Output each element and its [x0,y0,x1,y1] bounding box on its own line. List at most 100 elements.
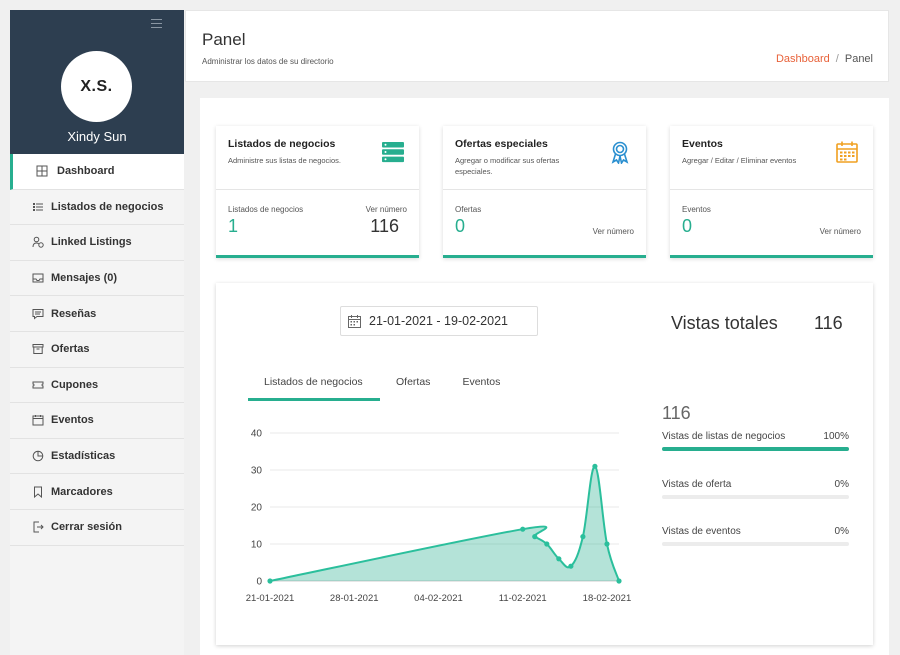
data-point [580,534,586,540]
total-views-label: Vistas totales [671,313,778,333]
side-total-value: 116 [662,403,691,423]
user-link-icon [32,236,44,249]
logout-icon [32,521,44,533]
sidebar-item-label: Mensajes (0) [51,272,118,285]
main-content: Listados de negocios Administre sus list… [200,98,889,655]
calendar-icon [32,414,44,426]
card-listados: Listados de negocios Administre sus list… [216,126,419,258]
pie-chart-icon [32,450,44,462]
sidebar-item-linked-listings[interactable]: Linked Listings [10,225,184,261]
progress-track [662,495,849,499]
sidebar-item-dashboard[interactable]: Dashboard [10,154,184,190]
data-point [604,541,610,547]
sidebar-item-label: Reseñas [51,307,97,320]
data-point [520,526,526,532]
card-description: Agregar o modificar sus ofertas especial… [455,156,560,176]
card-view-number-label[interactable]: Ver número [365,205,407,214]
award-icon [608,140,632,166]
card-view-number-link[interactable]: Ver número [819,227,861,236]
sidebar-item-estadisticas[interactable]: Estadísticas [10,438,184,475]
sidebar-item-label: Cupones [51,378,99,391]
sidebar-item-label: Dashboard [57,165,115,178]
card-title: Listados de negocios [228,138,336,150]
bar-percent: 100% [823,431,849,442]
data-point [532,534,538,540]
card-stat-value: 1 [228,216,239,236]
sidebar-item-listados[interactable]: Listados de negocios [10,189,184,226]
breadcrumb: Dashboard / Panel [776,53,873,65]
archive-icon [32,343,44,355]
bar-row-eventos: Vistas de eventos 0% [662,526,849,546]
y-tick-label: 10 [251,540,263,551]
sidebar-item-label: Ofertas [51,343,90,356]
page-title: Panel [202,30,246,49]
grid-icon [36,165,48,177]
statistics-panel: 21-01-2021 - 19-02-2021 Vistas totales 1… [216,283,873,645]
data-point [544,541,550,547]
card-eventos: Eventos Agregar / Editar / Eliminar even… [670,126,873,258]
progress-fill [662,447,849,451]
total-views-value: 116 [814,313,843,333]
sidebar-item-eventos[interactable]: Eventos [10,403,184,439]
bar-label: Vistas de listas de negocios [662,431,786,442]
views-area-chart: 0 10 20 30 40 21-01-2021 28-01-2021 04-02-2021 1… [246,429,632,605]
sidebar-item-label: Cerrar sesión [51,521,122,534]
data-point [556,556,562,562]
profile-header: X.S. Xindy Sun [10,10,184,154]
card-ofertas: Ofertas especiales Agregar o modificar s… [443,126,646,258]
y-tick-label: 30 [251,466,263,477]
date-range-value: 21-01-2021 - 19-02-2021 [369,314,508,328]
ticket-icon [32,379,44,391]
tab-listados[interactable]: Listados de negocios [248,375,380,401]
username: Xindy Sun [67,129,127,144]
sidebar-item-label: Marcadores [51,485,113,498]
page-subtitle: Administrar los datos de su directorio [202,57,334,66]
data-point [616,578,622,584]
sidebar-item-cupones[interactable]: Cupones [10,367,184,404]
calendar-icon [835,140,859,164]
stats-tabs: Listados de negocios Ofertas Eventos [248,375,516,401]
x-tick-label: 21-01-2021 [246,593,295,604]
sidebar-item-label: Eventos [51,414,94,427]
calendar-icon [348,314,361,328]
bar-percent: 0% [834,479,849,490]
sidebar-item-label: Linked Listings [51,236,132,249]
sidebar-item-resenas[interactable]: Reseñas [10,296,184,332]
card-description: Agregar / Editar / Eliminar eventos [682,156,797,165]
breadcrumb-separator: / [835,53,839,65]
avatar[interactable]: X.S. [61,51,132,122]
tab-ofertas[interactable]: Ofertas [396,376,431,388]
sidebar: X.S. Xindy Sun Dashboard Listados de neg… [10,10,184,655]
sidebar-item-mensajes[interactable]: Mensajes (0) [10,260,184,297]
bar-percent: 0% [834,526,849,537]
card-stat-value: 0 [682,216,693,236]
x-tick-label: 28-01-2021 [330,593,379,604]
y-tick-label: 40 [251,429,263,440]
sidebar-item-marcadores[interactable]: Marcadores [10,474,184,510]
data-point [568,563,574,569]
card-stat-label: Ofertas [455,205,482,214]
sidebar-item-cerrar-sesion[interactable]: Cerrar sesión [10,509,184,546]
tab-eventos[interactable]: Eventos [462,376,501,388]
breadcrumb-dashboard-link[interactable]: Dashboard [775,53,830,65]
card-stat-value: 0 [455,216,466,236]
card-title: Eventos [682,138,723,150]
bar-row-ofertas: Vistas de oferta 0% [662,479,849,499]
comment-icon [32,308,44,320]
bar-row-listados: Vistas de listas de negocios 100% [662,431,849,451]
date-range-picker[interactable]: 21-01-2021 - 19-02-2021 [340,306,538,336]
series-area [270,466,619,581]
card-view-number-link[interactable]: Ver número [592,227,634,236]
sidebar-item-label: Estadísticas [51,450,116,463]
sidebar-item-ofertas[interactable]: Ofertas [10,331,184,368]
card-stat-label: Listados de negocios [228,205,304,214]
menu-toggle-icon[interactable] [151,19,162,28]
server-icon [381,140,405,164]
y-tick-label: 0 [256,577,262,588]
breadcrumb-current: Panel [844,53,873,65]
y-tick-label: 20 [251,503,263,514]
page-header: Panel Administrar los datos de su direct… [185,10,889,82]
data-point [267,578,273,584]
list-icon [32,201,44,213]
inbox-icon [32,272,44,284]
